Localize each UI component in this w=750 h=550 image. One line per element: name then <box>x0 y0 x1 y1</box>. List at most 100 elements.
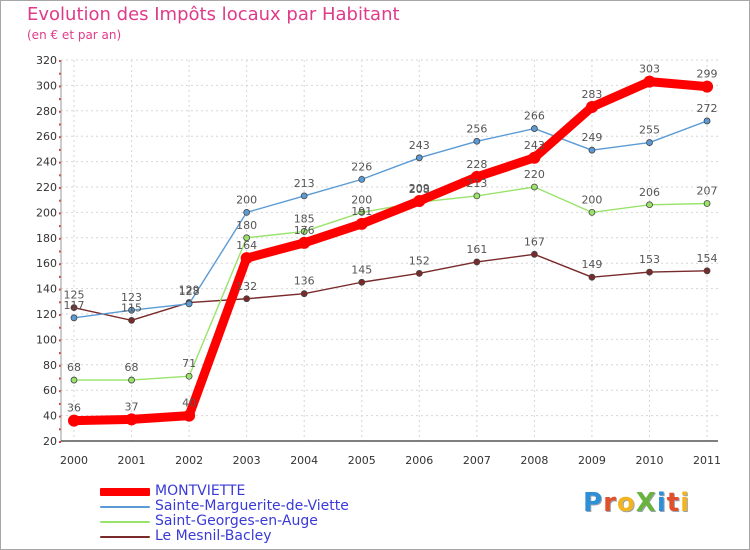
data-label: 249 <box>581 131 602 144</box>
data-point <box>125 413 138 426</box>
data-point <box>243 234 251 242</box>
data-label: 164 <box>236 239 257 252</box>
data-label: 191 <box>351 205 372 218</box>
x-tick-label: 2003 <box>233 454 261 467</box>
x-tick-label: 2000 <box>60 454 88 467</box>
y-tick-label: 260 <box>36 130 57 143</box>
data-label: 283 <box>581 88 602 101</box>
logo-letter: t <box>666 488 681 518</box>
data-label: 167 <box>524 235 545 248</box>
data-label: 208 <box>409 183 430 196</box>
data-point <box>298 236 311 249</box>
series-line <box>73 186 708 381</box>
data-point <box>588 146 596 154</box>
data-point <box>415 269 423 277</box>
legend-label: MONTVIETTE <box>155 483 246 499</box>
y-tick-label: 180 <box>36 232 57 245</box>
y-tick-label: 60 <box>43 384 57 397</box>
data-point <box>128 306 135 314</box>
y-tick-label: 200 <box>36 206 57 219</box>
data-label: 145 <box>351 263 372 276</box>
data-label: 206 <box>639 186 660 199</box>
data-point <box>358 208 366 216</box>
data-point <box>185 372 193 380</box>
data-label: 228 <box>466 158 487 171</box>
data-label: 40 <box>182 397 196 410</box>
data-label: 266 <box>524 110 545 123</box>
data-point <box>588 273 596 281</box>
data-point <box>646 139 653 146</box>
data-label: 149 <box>581 258 602 271</box>
data-point <box>701 80 714 93</box>
logo-letter: r <box>603 488 617 518</box>
chart-subtitle: (en € et par an) <box>27 28 122 42</box>
data-label: 132 <box>236 280 257 293</box>
data-label: 117 <box>64 299 85 312</box>
x-tick-label: 2009 <box>578 454 606 467</box>
data-label: 123 <box>121 291 142 304</box>
data-label: 128 <box>179 285 200 298</box>
data-point <box>243 208 251 216</box>
data-label: 152 <box>409 254 430 267</box>
data-point <box>473 258 481 266</box>
legend-swatch <box>100 506 150 508</box>
x-tick-label: 2002 <box>175 454 203 467</box>
y-tick-label: 320 <box>36 54 57 67</box>
data-label: 213 <box>466 177 487 190</box>
data-point <box>128 316 135 324</box>
logo-letter: o <box>616 488 636 518</box>
x-tick-label: 2010 <box>636 454 664 467</box>
x-tick-label: 2008 <box>520 454 548 467</box>
legend-swatch <box>100 488 150 496</box>
data-label: 255 <box>639 124 660 137</box>
data-point <box>470 170 483 183</box>
data-label: 272 <box>697 102 718 115</box>
data-point <box>300 228 308 235</box>
data-label: 125 <box>64 289 85 302</box>
data-label: 71 <box>182 357 196 370</box>
data-point <box>240 252 253 265</box>
data-point <box>473 192 481 200</box>
legend-label: Le Mesnil-Bacley <box>155 528 272 544</box>
data-point <box>185 300 193 308</box>
data-point <box>70 376 78 384</box>
data-point <box>531 250 538 258</box>
y-tick-label: 40 <box>43 410 57 423</box>
data-point <box>646 268 653 276</box>
proxiti-logo: ProXiti <box>583 488 690 518</box>
data-label: 185 <box>294 212 315 225</box>
data-point <box>473 137 481 145</box>
data-label: 68 <box>67 361 81 374</box>
data-label: 200 <box>236 193 257 206</box>
y-tick-label: 300 <box>36 79 57 92</box>
data-label: 200 <box>351 193 372 206</box>
logo-letter: i <box>680 488 691 518</box>
data-label: 200 <box>581 193 602 206</box>
data-point <box>70 304 78 312</box>
data-label: 36 <box>67 402 81 415</box>
data-point <box>528 151 541 164</box>
y-tick-label: 280 <box>36 105 57 118</box>
x-tick-label: 2004 <box>290 454 318 467</box>
y-tick-label: 240 <box>36 156 57 169</box>
data-point <box>646 201 653 209</box>
y-tick-label: 140 <box>36 283 57 296</box>
data-point <box>183 409 196 422</box>
series-line <box>73 120 708 319</box>
data-label: 176 <box>294 224 315 237</box>
data-point <box>585 100 598 113</box>
data-label: 303 <box>639 63 660 76</box>
chart-title: Evolution des Impôts locaux par Habitant <box>27 4 400 25</box>
x-tick-label: 2006 <box>405 454 433 467</box>
data-label: 243 <box>524 139 545 152</box>
data-label: 207 <box>697 185 718 198</box>
data-label: 161 <box>466 243 487 256</box>
data-label: 115 <box>121 301 142 314</box>
series-line <box>69 77 712 426</box>
x-tick-label: 2001 <box>118 454 146 467</box>
y-tick-label: 80 <box>43 359 57 372</box>
legend-swatch <box>100 536 150 538</box>
y-tick-label: 100 <box>36 333 57 346</box>
data-point <box>243 295 251 303</box>
